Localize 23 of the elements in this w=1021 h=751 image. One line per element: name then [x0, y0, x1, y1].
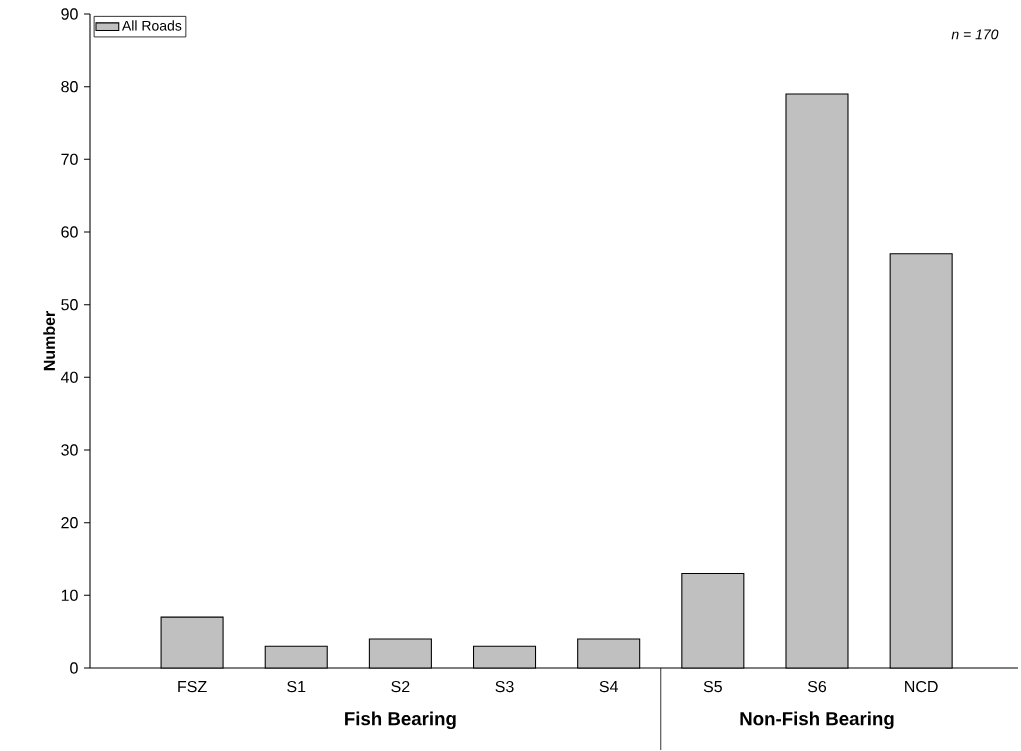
y-tick-label: 10 — [61, 589, 78, 601]
x-tick-label: S2 — [391, 680, 410, 693]
y-tick-label: 60 — [61, 226, 78, 238]
text: Non-Fish Bearing — [740, 711, 894, 730]
y-tick-label: 80 — [61, 81, 78, 93]
x-tick-label: NCD — [905, 680, 938, 693]
x-tick-label: FSZ — [178, 680, 207, 693]
y-tick-label: 20 — [61, 517, 78, 529]
y-tick-label: 40 — [60, 371, 78, 383]
y-axis-title: Number — [43, 311, 55, 371]
y-tick-label: 50 — [61, 299, 78, 311]
y-tick-label: 90 — [61, 8, 78, 20]
y-tick-label: 30 — [61, 444, 78, 456]
x-tick-label: S6 — [807, 680, 827, 693]
x-tick-label: S3 — [495, 680, 514, 693]
x-tick-label: S5 — [703, 680, 722, 693]
annotation: n = 170 — [951, 29, 999, 40]
y-tick-label: 70 — [61, 153, 78, 165]
legend-label: All Roads — [121, 20, 182, 31]
x-tick-label: S4 — [599, 680, 618, 693]
y-tick-label: 0 — [70, 662, 78, 674]
text: Fish Bearing — [345, 711, 456, 730]
x-tick-label: S1 — [287, 680, 306, 693]
